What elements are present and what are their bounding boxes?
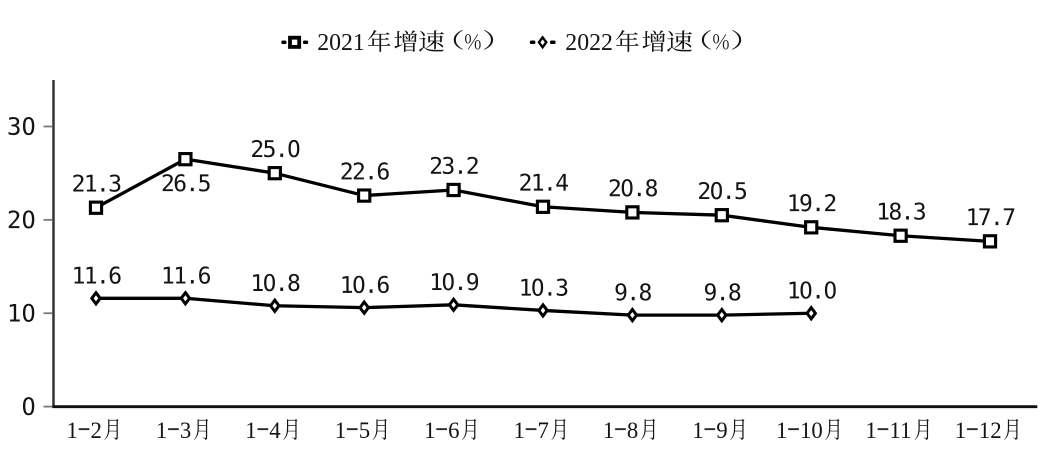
svg-text:10: 10 — [800, 418, 823, 443]
svg-text:1: 1 — [514, 418, 525, 443]
svg-text:4: 4 — [269, 418, 281, 443]
svg-text:1: 1 — [865, 418, 876, 443]
svg-text:2022: 2022 — [565, 30, 613, 56]
svg-text:6: 6 — [448, 418, 459, 443]
svg-text:11: 11 — [889, 418, 911, 443]
svg-text:1: 1 — [603, 418, 614, 443]
svg-text:8: 8 — [627, 418, 638, 443]
svg-text:1: 1 — [955, 418, 966, 443]
svg-text:1: 1 — [245, 418, 256, 443]
svg-text:3: 3 — [180, 418, 191, 443]
svg-text:1: 1 — [776, 418, 787, 443]
svg-text:1: 1 — [424, 418, 435, 443]
svg-text:2: 2 — [91, 418, 102, 443]
svg-text:12: 12 — [979, 418, 1002, 443]
svg-text:7: 7 — [538, 418, 549, 443]
svg-text:1: 1 — [335, 418, 346, 443]
svg-text:1: 1 — [692, 418, 703, 443]
svg-text:1: 1 — [67, 418, 78, 443]
svg-text:5: 5 — [359, 418, 370, 443]
svg-text:1: 1 — [156, 418, 167, 443]
svg-text:2021: 2021 — [317, 30, 365, 56]
svg-text:9: 9 — [716, 418, 727, 443]
